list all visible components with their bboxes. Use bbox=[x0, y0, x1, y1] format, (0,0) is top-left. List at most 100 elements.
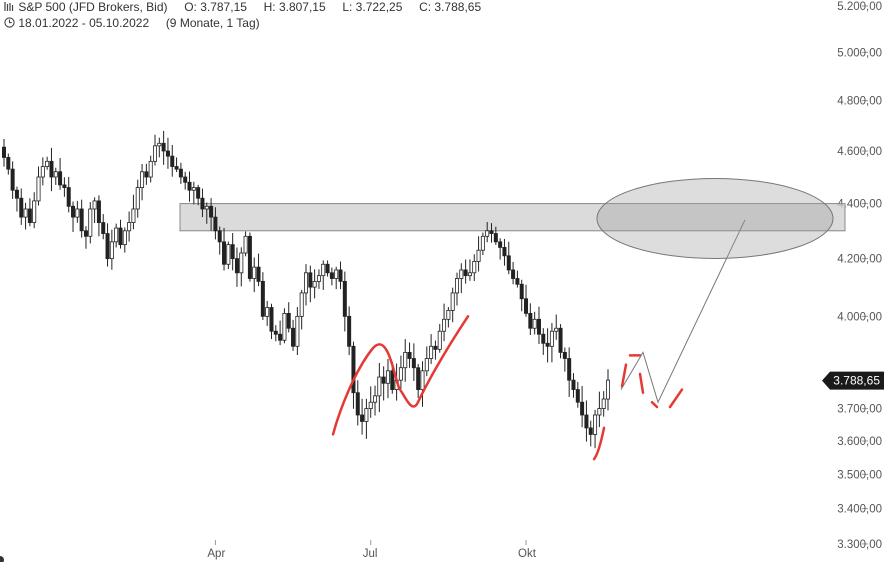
candle-body bbox=[368, 401, 373, 409]
candle-body bbox=[58, 171, 63, 186]
dash-segment bbox=[668, 388, 684, 409]
candle-body bbox=[342, 280, 347, 317]
candle-body bbox=[511, 269, 516, 279]
open-value: O: 3.787,15 bbox=[184, 0, 247, 14]
candle-body bbox=[127, 222, 132, 232]
candle-body bbox=[506, 255, 511, 271]
ellipse-target bbox=[596, 177, 834, 259]
candle-body bbox=[325, 263, 330, 274]
candle-body bbox=[355, 392, 360, 416]
candle-body bbox=[485, 230, 490, 237]
candle-body bbox=[532, 318, 537, 329]
candle-body bbox=[144, 171, 149, 178]
resistance-zone bbox=[179, 203, 846, 232]
x-tick-label: Jul bbox=[363, 548, 378, 560]
candle-body bbox=[416, 367, 421, 390]
candle-body bbox=[10, 168, 15, 191]
candle-body bbox=[234, 258, 239, 274]
candle-body bbox=[308, 272, 313, 288]
candle-body bbox=[152, 145, 157, 162]
candle-body bbox=[178, 168, 183, 178]
candle-body bbox=[6, 157, 11, 170]
candle-body bbox=[265, 307, 270, 317]
candle-body bbox=[200, 197, 205, 210]
candle-body bbox=[606, 379, 611, 400]
candle-body bbox=[528, 312, 533, 329]
candle-body bbox=[62, 184, 67, 188]
candle-body bbox=[217, 230, 222, 243]
candle-body bbox=[157, 142, 162, 147]
candle-body bbox=[593, 414, 598, 435]
candle-body bbox=[407, 351, 412, 359]
symbol-label: S&P 500 (JFD Brokers, Bid) bbox=[18, 0, 168, 14]
candle-body bbox=[580, 401, 585, 416]
candle-body bbox=[204, 205, 209, 210]
candle-body bbox=[541, 333, 546, 344]
candle-body bbox=[105, 233, 110, 260]
candle-body bbox=[476, 249, 481, 262]
candle-body bbox=[209, 205, 214, 218]
y-tick-label: 3.300,00 bbox=[837, 539, 882, 551]
candle-body bbox=[273, 330, 278, 335]
candle-body bbox=[131, 208, 136, 223]
candle-body bbox=[114, 227, 119, 243]
candle-body bbox=[165, 150, 170, 157]
candle-body bbox=[385, 370, 390, 384]
candle-body bbox=[472, 261, 477, 274]
candle-body bbox=[536, 318, 541, 335]
dash-segment bbox=[620, 363, 628, 388]
candle-body bbox=[140, 171, 145, 188]
candle-body bbox=[398, 367, 403, 381]
candle-body bbox=[170, 155, 175, 167]
candle-body bbox=[442, 318, 447, 332]
candle-body bbox=[584, 414, 589, 429]
candle-body bbox=[463, 269, 468, 277]
clock-icon bbox=[4, 17, 15, 28]
candle-body bbox=[282, 312, 287, 341]
candle-body bbox=[338, 269, 343, 282]
y-axis: 5.200,00 5.000,00 4.800,00 4.600,00 4.400,00… bbox=[837, 1, 882, 551]
candle-body bbox=[480, 235, 485, 251]
candle-body bbox=[36, 176, 41, 202]
candle-body bbox=[377, 376, 382, 397]
candle-body bbox=[122, 230, 127, 246]
freehand-curve-segment bbox=[592, 426, 606, 461]
candle-body bbox=[390, 370, 395, 390]
candle-body bbox=[40, 166, 45, 178]
candle-body bbox=[316, 275, 321, 282]
candle-body bbox=[49, 160, 54, 178]
candle-body bbox=[213, 216, 218, 232]
candle-body bbox=[75, 208, 80, 218]
candle-body bbox=[329, 272, 334, 279]
candle-body bbox=[597, 408, 602, 416]
y-tick-label: 3.400,00 bbox=[837, 504, 882, 516]
high-value: H: 3.807,15 bbox=[263, 0, 326, 14]
dash-segment bbox=[638, 372, 645, 394]
candle-body bbox=[351, 345, 356, 394]
candle-body bbox=[174, 166, 179, 170]
candle-body bbox=[295, 315, 300, 347]
candle-body bbox=[222, 241, 227, 265]
candle-body bbox=[96, 200, 101, 223]
candle-body bbox=[101, 222, 106, 234]
chart-header-line-2: 18.01.2022 - 05.10.2022 (9 Monate, 1 Tag… bbox=[4, 16, 260, 30]
candle-body bbox=[467, 272, 472, 277]
candle-body bbox=[109, 241, 114, 260]
candle-body bbox=[312, 280, 317, 288]
y-tick-label: 3.500,00 bbox=[837, 469, 882, 481]
candle-body bbox=[66, 187, 71, 207]
candle-body bbox=[2, 146, 7, 158]
candle-body bbox=[519, 283, 524, 300]
candle-body bbox=[437, 330, 442, 350]
close-value: C: 3.788,65 bbox=[419, 0, 482, 14]
y-tick-label: 4.000,00 bbox=[837, 311, 882, 323]
candle-body bbox=[364, 408, 369, 422]
candle-body bbox=[299, 292, 304, 317]
candle-body bbox=[88, 208, 93, 237]
candle-body bbox=[373, 395, 378, 403]
candle-body bbox=[260, 280, 265, 317]
candle-body bbox=[303, 272, 308, 294]
candle-body bbox=[493, 233, 498, 243]
candle-body bbox=[187, 181, 192, 191]
